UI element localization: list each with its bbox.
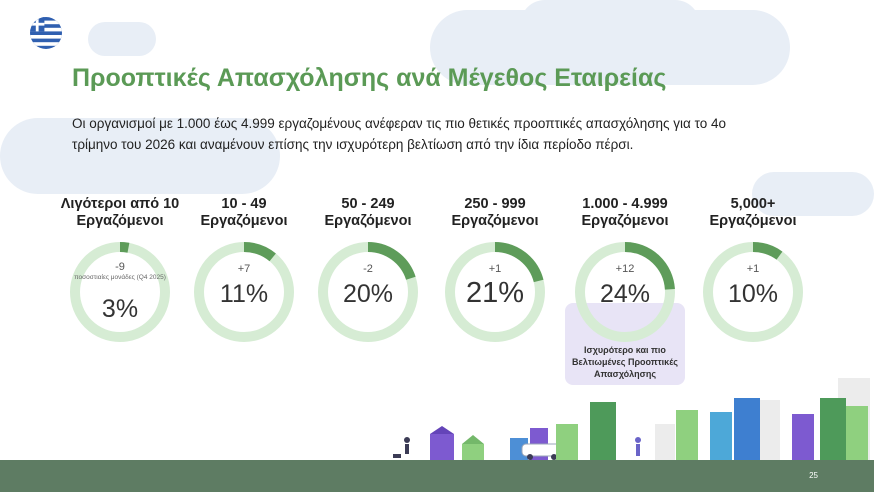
category-column: 50 - 249 Εργαζόμενοι -2 20% <box>306 196 430 344</box>
change-value: -9 <box>115 261 125 273</box>
donut-chart: -2 20% <box>316 240 420 344</box>
category-column: 250 - 999 Εργαζόμενοι +1 21% <box>433 196 557 344</box>
cloud-decoration <box>0 118 280 194</box>
category-label: 10 - 49 Εργαζόμενοι <box>200 196 288 229</box>
change-value: +7 <box>237 263 251 275</box>
cloud-decoration <box>88 22 156 56</box>
ground-band <box>0 460 874 492</box>
change-value: +12 <box>615 263 635 275</box>
donut-fill <box>575 242 675 342</box>
donut-chart: +1 10% <box>701 240 805 344</box>
category-label: 250 - 999 Εργαζόμενοι <box>451 196 539 229</box>
category-label: 50 - 249 Εργαζόμενοι <box>324 196 412 229</box>
donut-fill <box>70 242 170 342</box>
percent-value: 3% <box>101 295 139 323</box>
category-column: 5,000+ Εργαζόμενοι +1 10% <box>691 196 815 344</box>
donut-chart: +1 21% <box>443 240 547 344</box>
change-note: ποσοστιαίες μονάδες (Q4 2025) <box>74 274 166 281</box>
donut-chart: -9 ποσοστιαίες μονάδες (Q4 2025) 3% <box>68 240 172 344</box>
category-column: 10 - 49 Εργαζόμενοι +7 11% <box>182 196 306 344</box>
percent-value: 24% <box>599 280 651 308</box>
highlight-label: Ισχυρότερο και πιο Βελτιωμένες Προοπτικέ… <box>572 345 678 379</box>
percent-value: 10% <box>727 280 779 308</box>
category-column: Λιγότεροι από 10 Εργαζόμενοι -9 ποσοστια… <box>58 196 182 344</box>
page-title: Προοπτικές Απασχόλησης ανά Μέγεθος Εταιρ… <box>72 64 667 92</box>
donut-fill <box>318 242 418 342</box>
category-column: 1.000 - 4.999 Εργαζόμενοι +12 24% <box>563 196 687 344</box>
city-skyline-illustration <box>393 378 870 460</box>
donut-fill <box>194 242 294 342</box>
percent-value: 21% <box>465 277 525 309</box>
percent-value: 11% <box>219 280 269 308</box>
greece-flag-icon <box>30 17 62 49</box>
cloud-decoration <box>520 0 700 50</box>
category-label: 1.000 - 4.999 Εργαζόμενοι <box>581 196 669 229</box>
donut-fill <box>445 242 545 342</box>
donut-chart: +12 24% <box>573 240 677 344</box>
category-label: 5,000+ Εργαζόμενοι <box>709 196 797 229</box>
page-subtitle: Οι οργανισμοί με 1.000 έως 4.999 εργαζομ… <box>72 116 727 152</box>
percent-value: 20% <box>342 280 394 308</box>
donut-fill <box>703 242 803 342</box>
change-value: +1 <box>488 263 502 275</box>
cloud-decoration <box>752 172 874 216</box>
change-value: +1 <box>746 263 760 275</box>
category-label: Λιγότεροι από 10 Εργαζόμενοι <box>60 196 180 229</box>
change-value: -2 <box>363 263 373 275</box>
donut-chart: +7 11% <box>192 240 296 344</box>
page-number: 25 <box>809 471 818 480</box>
